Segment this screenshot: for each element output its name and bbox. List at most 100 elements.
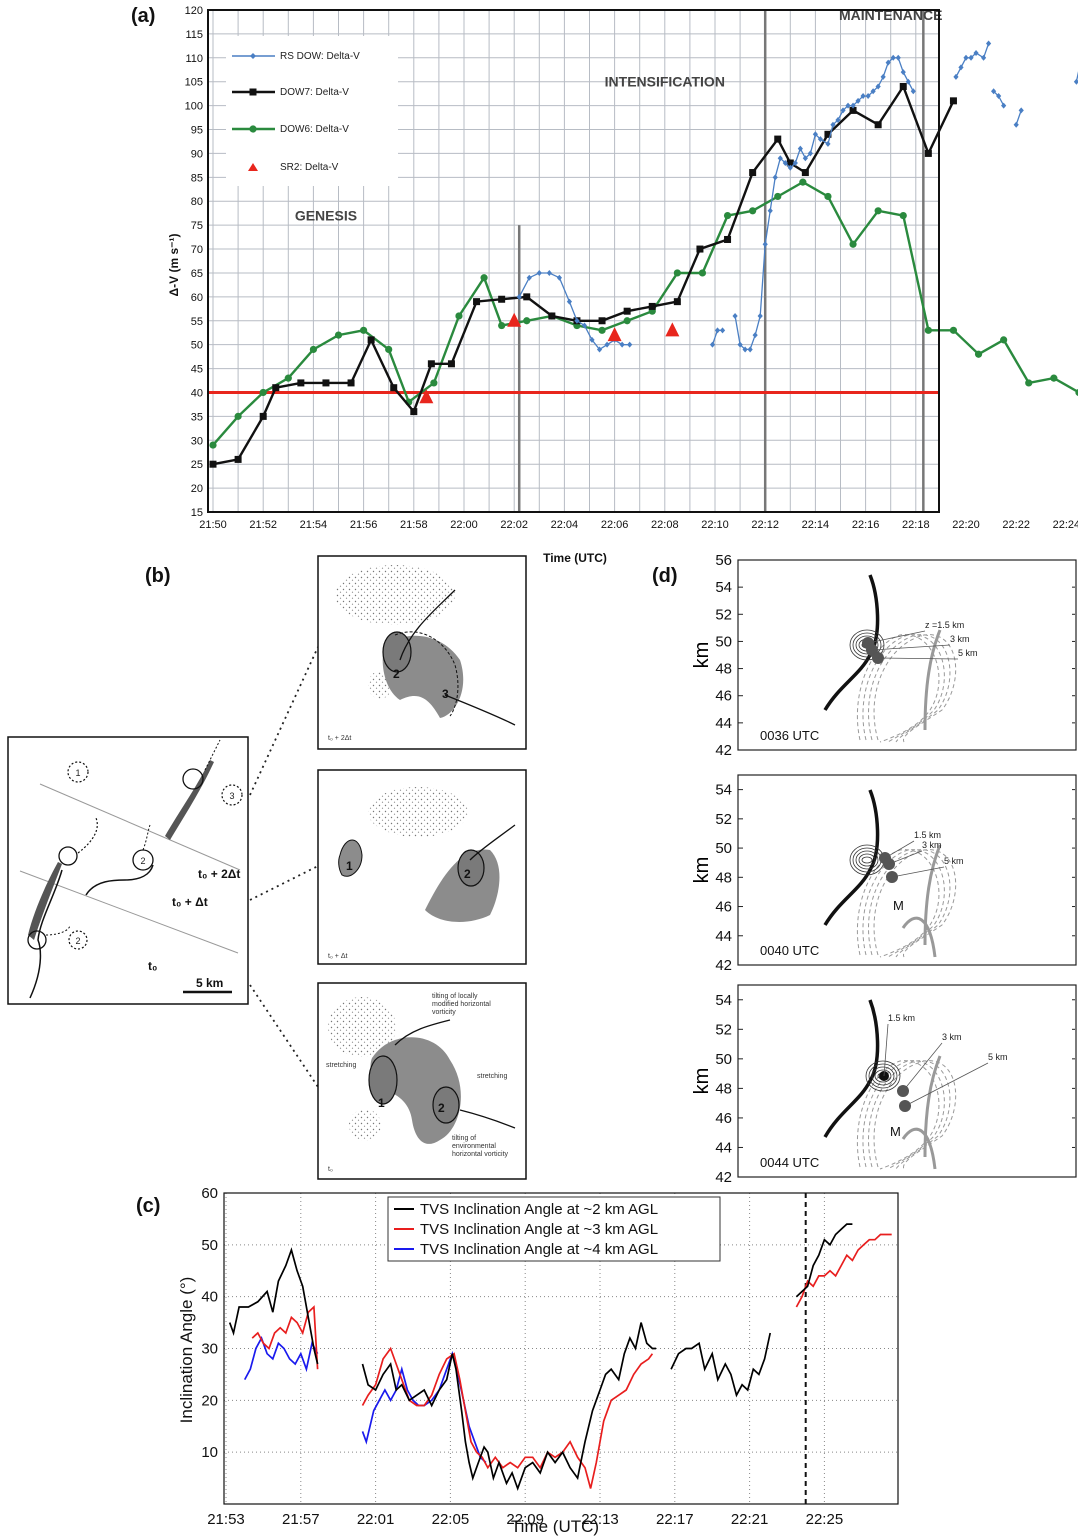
y-axis-label: km	[691, 642, 713, 669]
data-point	[619, 341, 625, 348]
data-point	[709, 341, 716, 348]
y-tick-label: 20	[201, 1392, 218, 1409]
data-point	[874, 207, 882, 215]
data-point	[473, 298, 481, 306]
inset-top-gust-line	[444, 694, 516, 726]
y-tick-label: 40	[201, 1289, 218, 1306]
x-tick-label: 21:54	[300, 519, 328, 531]
panel-a-legend: RS DOW: Delta-V DOW7: Delta-V DOW6: Delt…	[226, 36, 398, 186]
inset-top-number-3: 3	[442, 687, 449, 701]
data-point	[367, 336, 375, 344]
dashed-contour	[856, 849, 940, 958]
inset-bottom-time-label: t₀	[328, 1166, 333, 1173]
series-1	[251, 1233, 892, 1489]
data-point	[958, 64, 964, 71]
x-tick-label: 22:13	[581, 1511, 619, 1528]
series-dow6-delta-v	[209, 178, 1078, 449]
data-point	[673, 269, 681, 277]
stage-t0-circle-2	[68, 930, 88, 950]
connector-top	[249, 646, 319, 796]
data-point	[427, 360, 435, 368]
y-tick-label: 44	[715, 1139, 732, 1156]
panel-a-series	[209, 40, 1078, 468]
y-tick-label: 40	[191, 387, 203, 399]
data-point	[430, 379, 438, 387]
y-tick-label: 42	[715, 742, 732, 759]
data-point	[536, 269, 542, 276]
y-tick-label: 50	[715, 840, 732, 857]
subpanel-frame	[737, 984, 1077, 1178]
y-tick-label: 42	[715, 1169, 732, 1186]
label-t0-plus-2dt: t₀ + 2Δt	[198, 867, 240, 881]
data-point	[991, 88, 997, 95]
data-point	[845, 102, 851, 109]
data-point	[777, 155, 783, 162]
data-point	[895, 54, 901, 61]
x-tick-label: 21:56	[350, 519, 378, 531]
gray-boundary	[923, 844, 942, 946]
data-point	[347, 379, 355, 387]
data-point	[875, 83, 881, 90]
data-point	[774, 192, 782, 201]
data-point	[865, 93, 871, 100]
series-line	[670, 1332, 772, 1398]
data-point	[787, 164, 793, 171]
stage-t1-circle-1	[58, 846, 78, 866]
data-point	[747, 346, 753, 353]
y-tick-label: 70	[191, 244, 203, 256]
data-point	[623, 317, 631, 325]
height-leader-line	[883, 1023, 889, 1077]
panel-a-x-axis-label: Time (UTC)	[543, 551, 607, 565]
data-point	[900, 69, 906, 76]
inset-top-vortex-2	[382, 631, 412, 673]
data-point	[1000, 336, 1008, 344]
data-point	[596, 346, 603, 353]
data-point	[742, 346, 748, 353]
data-point	[546, 269, 552, 276]
height-leader-line	[904, 1062, 989, 1107]
data-point	[724, 235, 732, 243]
time-divider-upper	[39, 783, 241, 871]
y-tick-label: 54	[715, 992, 732, 1009]
legend-sr2-label: SR2: Delta-V	[280, 162, 339, 173]
y-tick-label: 120	[185, 5, 203, 17]
m-label: M	[893, 898, 904, 913]
legend-dow7-marker	[249, 88, 257, 96]
x-tick-label: 21:50	[199, 519, 227, 531]
subpanel-frame	[737, 559, 1077, 751]
data-point	[297, 379, 305, 387]
y-tick-label: 85	[191, 172, 203, 184]
data-point	[973, 50, 979, 57]
height-leader-line	[888, 850, 923, 865]
inset-middle-line	[469, 824, 516, 861]
vortex-contour	[874, 1069, 892, 1083]
legend-sr2-marker	[248, 163, 258, 171]
y-tick-label: 52	[715, 811, 732, 828]
series-line	[795, 1233, 892, 1308]
data-point	[455, 312, 463, 320]
m-label: M	[890, 1124, 901, 1139]
vortex-contour	[849, 629, 885, 661]
legend-rs-dow-label: RS DOW: Delta-V	[280, 51, 360, 62]
x-tick-label: 21:52	[249, 519, 277, 531]
inset-bottom-stipple	[328, 997, 396, 1057]
data-point	[696, 245, 704, 253]
series-line	[243, 1336, 319, 1381]
panel-c-plot-frame	[223, 1192, 899, 1505]
panel-c-x-axis-label: Time (UTC)	[511, 1517, 599, 1536]
dashed-contour	[862, 849, 945, 958]
y-tick-label: 90	[191, 148, 203, 160]
inset-bottom-gust-line	[459, 1109, 516, 1129]
connector-middle	[249, 865, 319, 901]
inset-middle-vortex-1	[338, 839, 363, 877]
y-tick-label: 50	[201, 1237, 218, 1254]
data-point	[772, 174, 778, 181]
inset-top-time-label: t₀ + 2Δt	[328, 735, 351, 742]
data-point	[589, 336, 595, 343]
inset-bottom-line	[394, 1019, 451, 1046]
gray-boundary	[923, 629, 942, 731]
data-point	[498, 321, 506, 330]
legend-dow7-label: DOW7: Delta-V	[280, 87, 349, 98]
stage-t0-circle-1	[27, 930, 47, 950]
y-tick-label: 42	[715, 957, 732, 974]
